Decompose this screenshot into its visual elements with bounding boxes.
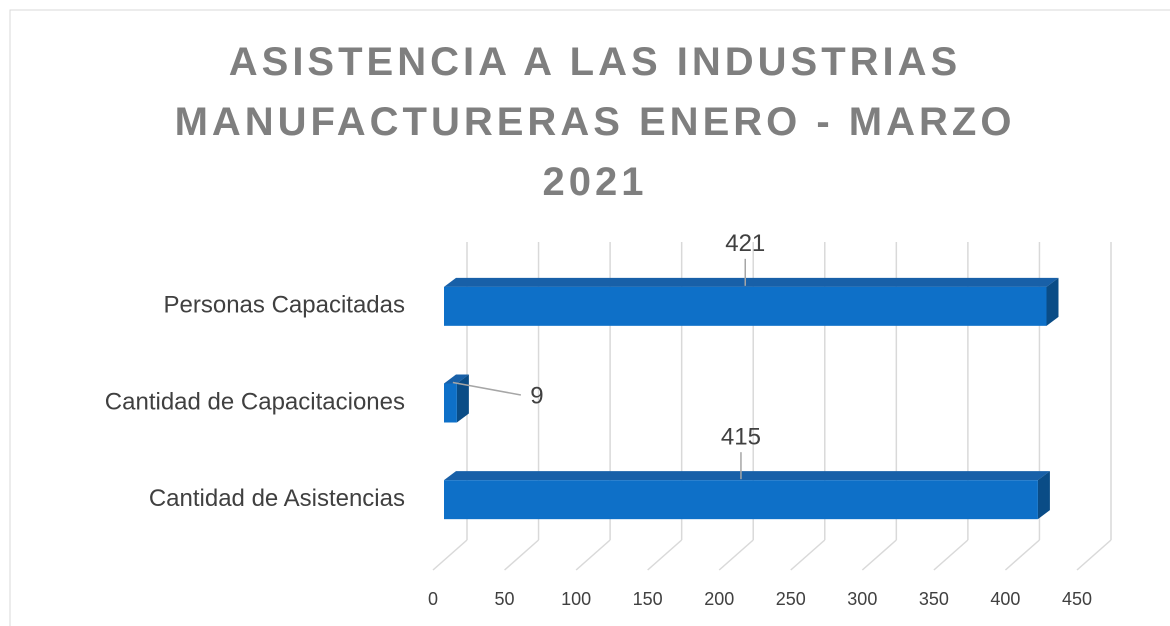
floor-line [504, 539, 540, 571]
bar-top [444, 471, 1050, 481]
chart-title: ASISTENCIA A LAS INDUSTRIAS MANUFACTURER… [174, 40, 1016, 204]
y-tick-label: Cantidad de Asistencias [149, 485, 405, 512]
bar [444, 286, 1047, 326]
data-label: 415 [721, 424, 761, 451]
bar-top [444, 277, 1059, 287]
floor-line [718, 539, 754, 571]
x-tick-label: 150 [633, 589, 663, 609]
x-tick-label: 350 [919, 589, 949, 609]
x-tick-label: 0 [428, 589, 438, 609]
x-tick-label: 50 [495, 589, 515, 609]
floor-line [1076, 539, 1112, 571]
data-label: 421 [725, 230, 765, 257]
floor-line [790, 539, 826, 571]
bar-side [456, 374, 469, 423]
y-tick-label: Personas Capacitadas [164, 292, 405, 319]
data-label: 9 [530, 382, 543, 409]
floor-line [575, 539, 611, 571]
x-tick-label: 100 [561, 589, 591, 609]
bar-side [1046, 277, 1059, 326]
bar [444, 383, 457, 423]
x-tick-label: 450 [1062, 589, 1092, 609]
leader-line [452, 381, 522, 396]
floor-line [1004, 539, 1040, 571]
floor-line [647, 539, 683, 571]
x-tick-label: 300 [847, 589, 877, 609]
bar-top [444, 374, 469, 384]
floor-line [861, 539, 897, 571]
x-tick-label: 250 [776, 589, 806, 609]
chart-border [9, 9, 1170, 626]
y-tick-label: Cantidad de Capacitaciones [105, 388, 405, 415]
floor-line [933, 539, 969, 571]
bar-side [1037, 471, 1050, 520]
floor-line [432, 539, 468, 571]
x-tick-label: 400 [990, 589, 1020, 609]
bar [444, 480, 1038, 520]
x-tick-label: 200 [704, 589, 734, 609]
